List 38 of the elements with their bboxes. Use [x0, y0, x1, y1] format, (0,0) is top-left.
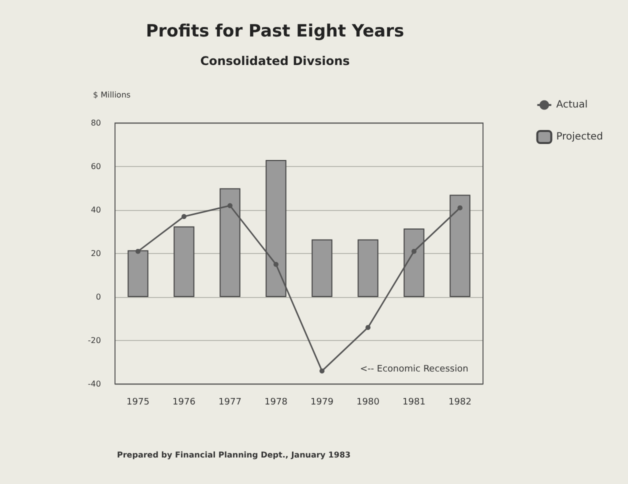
point — [182, 214, 186, 220]
y-tick-label: 0 — [96, 292, 101, 302]
bar — [220, 188, 240, 297]
point — [320, 368, 324, 374]
legend-label: Projected — [556, 132, 604, 142]
annotation: <-- Economic Recession — [360, 364, 468, 374]
y-tick-label: -20 — [88, 336, 101, 345]
point — [228, 203, 232, 208]
point — [274, 262, 278, 267]
x-tick-label: 1980 — [356, 398, 380, 408]
x-tick-label: 1981 — [402, 398, 426, 408]
y-tick-label: 40 — [90, 206, 101, 214]
point — [366, 324, 370, 330]
x-tick-label: 1982 — [448, 398, 472, 408]
bar — [312, 239, 332, 297]
point — [458, 205, 462, 210]
chart-title: Profits for Past Eight Years — [146, 22, 404, 42]
text: Prepared by Financial Planning Dept., January 1983 — [117, 450, 351, 460]
y-tick-label: 60 — [90, 162, 101, 171]
bar — [450, 194, 470, 297]
bar — [128, 250, 148, 297]
x-tick-label: 1976 — [172, 398, 196, 408]
bar — [266, 160, 286, 297]
x-tick-label: 1977 — [218, 398, 242, 408]
x-tick-label: 1978 — [264, 398, 288, 408]
y-tick-label: 80 — [90, 118, 101, 128]
bar — [174, 226, 194, 297]
chart-subtitle: Consolidated Divsions — [200, 54, 350, 68]
point — [412, 248, 416, 254]
bar — [358, 239, 378, 297]
y-tick-label: 20 — [90, 249, 101, 258]
point — [136, 248, 140, 254]
legend-label: Actual — [556, 100, 588, 110]
y-axis-title: $ Millions — [93, 90, 131, 100]
x-tick-label: 1975 — [126, 398, 150, 408]
y-tick-label: -40 — [88, 380, 101, 388]
bar — [404, 228, 424, 297]
x-tick-label: 1979 — [310, 398, 334, 408]
